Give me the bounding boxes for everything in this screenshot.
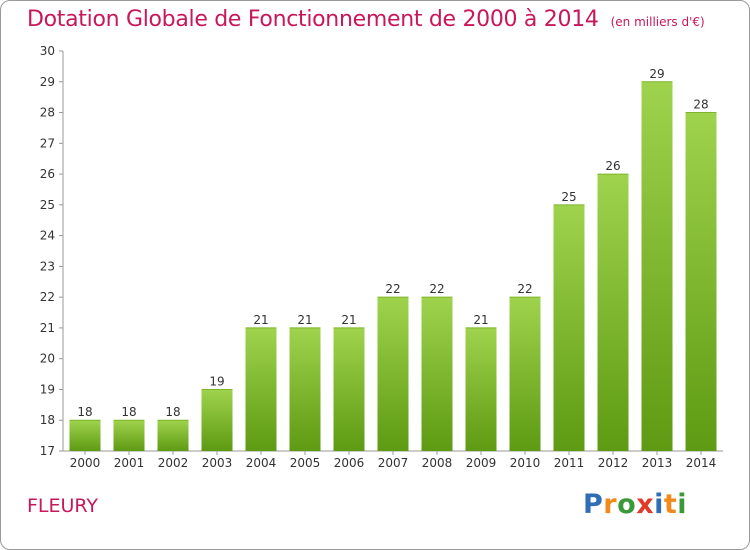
y-tick-label: 29 <box>40 75 55 89</box>
bar-2003 <box>201 389 233 451</box>
data-label-2008: 22 <box>429 282 444 296</box>
x-tick-label-2006: 2006 <box>334 456 365 470</box>
bar-2006 <box>333 327 365 451</box>
bar-2008 <box>421 297 453 451</box>
bar-2004 <box>245 327 277 451</box>
y-tick-label: 23 <box>40 259 55 273</box>
data-label-2006: 21 <box>341 313 356 327</box>
bar-2007 <box>377 297 409 451</box>
proxiti-logo: Proxiti <box>583 489 687 520</box>
chart-subtitle: (en milliers d'€) <box>610 15 705 29</box>
x-tick-label-2005: 2005 <box>290 456 321 470</box>
x-tick-label-2014: 2014 <box>686 456 717 470</box>
x-tick-label-2003: 2003 <box>202 456 233 470</box>
logo-letter: t <box>663 489 678 520</box>
data-label-2001: 18 <box>121 405 136 419</box>
y-tick-label: 22 <box>40 290 55 304</box>
x-tick-label-2012: 2012 <box>598 456 629 470</box>
y-tick-label: 28 <box>40 106 55 120</box>
x-tick-label-2000: 2000 <box>70 456 101 470</box>
data-label-2003: 19 <box>209 374 224 388</box>
x-tick-label-2008: 2008 <box>422 456 453 470</box>
bar-2001 <box>113 420 145 451</box>
data-label-2013: 29 <box>649 67 664 81</box>
data-label-2011: 25 <box>561 190 576 204</box>
logo-letter: i <box>654 489 664 520</box>
bar-2011 <box>553 204 585 451</box>
logo-letter: i <box>677 489 688 520</box>
city-name: FLEURY <box>27 495 99 517</box>
y-tick-label: 26 <box>40 167 55 181</box>
x-tick-label-2007: 2007 <box>378 456 409 470</box>
y-tick-label: 25 <box>40 198 55 212</box>
data-label-2009: 21 <box>473 313 488 327</box>
logo-letter: x <box>636 489 655 520</box>
x-tick-label-2009: 2009 <box>466 456 497 470</box>
bar-2002 <box>157 420 189 451</box>
data-label-2007: 22 <box>385 282 400 296</box>
chart-x-tick-labels: 2000 2001 2002 2003 2004 2005 2006 2007 2008 2009… <box>70 456 717 470</box>
bar-2005 <box>289 327 321 451</box>
bar-2012 <box>597 174 629 452</box>
y-tick-label: 24 <box>40 229 55 243</box>
x-tick-label-2010: 2010 <box>510 456 541 470</box>
chart-header: Dotation Globale de Fonctionnement de 20… <box>27 7 705 32</box>
y-tick-label: 18 <box>40 413 55 427</box>
x-tick-label-2001: 2001 <box>114 456 145 470</box>
data-label-2004: 21 <box>253 313 268 327</box>
data-label-2010: 22 <box>517 282 532 296</box>
logo-letter: o <box>617 489 637 520</box>
logo-letter: r <box>603 489 618 520</box>
chart-title: Dotation Globale de Fonctionnement de 20… <box>27 7 599 32</box>
y-tick-label: 20 <box>40 352 55 366</box>
x-tick-label-2013: 2013 <box>642 456 673 470</box>
bar-2013 <box>641 81 673 452</box>
bar-2014 <box>685 112 717 452</box>
y-tick-label: 19 <box>40 382 55 396</box>
data-label-2012: 26 <box>605 159 620 173</box>
y-tick-label: 21 <box>40 321 55 335</box>
chart-data-labels: 18 18 18 19 21 21 21 22 22 21 22 25 26 29 28 <box>77 67 708 419</box>
bar-2009 <box>465 327 497 451</box>
y-tick-label: 27 <box>40 136 55 150</box>
data-label-2014: 28 <box>693 98 708 112</box>
y-tick-label: 30 <box>40 44 55 58</box>
x-tick-label-2011: 2011 <box>554 456 585 470</box>
bar-2000 <box>69 420 101 451</box>
chart-bars <box>69 81 717 452</box>
x-tick-label-2002: 2002 <box>158 456 189 470</box>
x-tick-label-2004: 2004 <box>246 456 277 470</box>
data-label-2000: 18 <box>77 405 92 419</box>
y-tick-label: 17 <box>40 444 55 458</box>
chart-y-tick-labels: 17 18 19 20 21 22 23 24 25 26 27 28 29 30 <box>40 44 55 458</box>
bar-2010 <box>509 297 541 451</box>
logo-letter: P <box>583 489 604 520</box>
data-label-2002: 18 <box>165 405 180 419</box>
data-label-2005: 21 <box>297 313 312 327</box>
